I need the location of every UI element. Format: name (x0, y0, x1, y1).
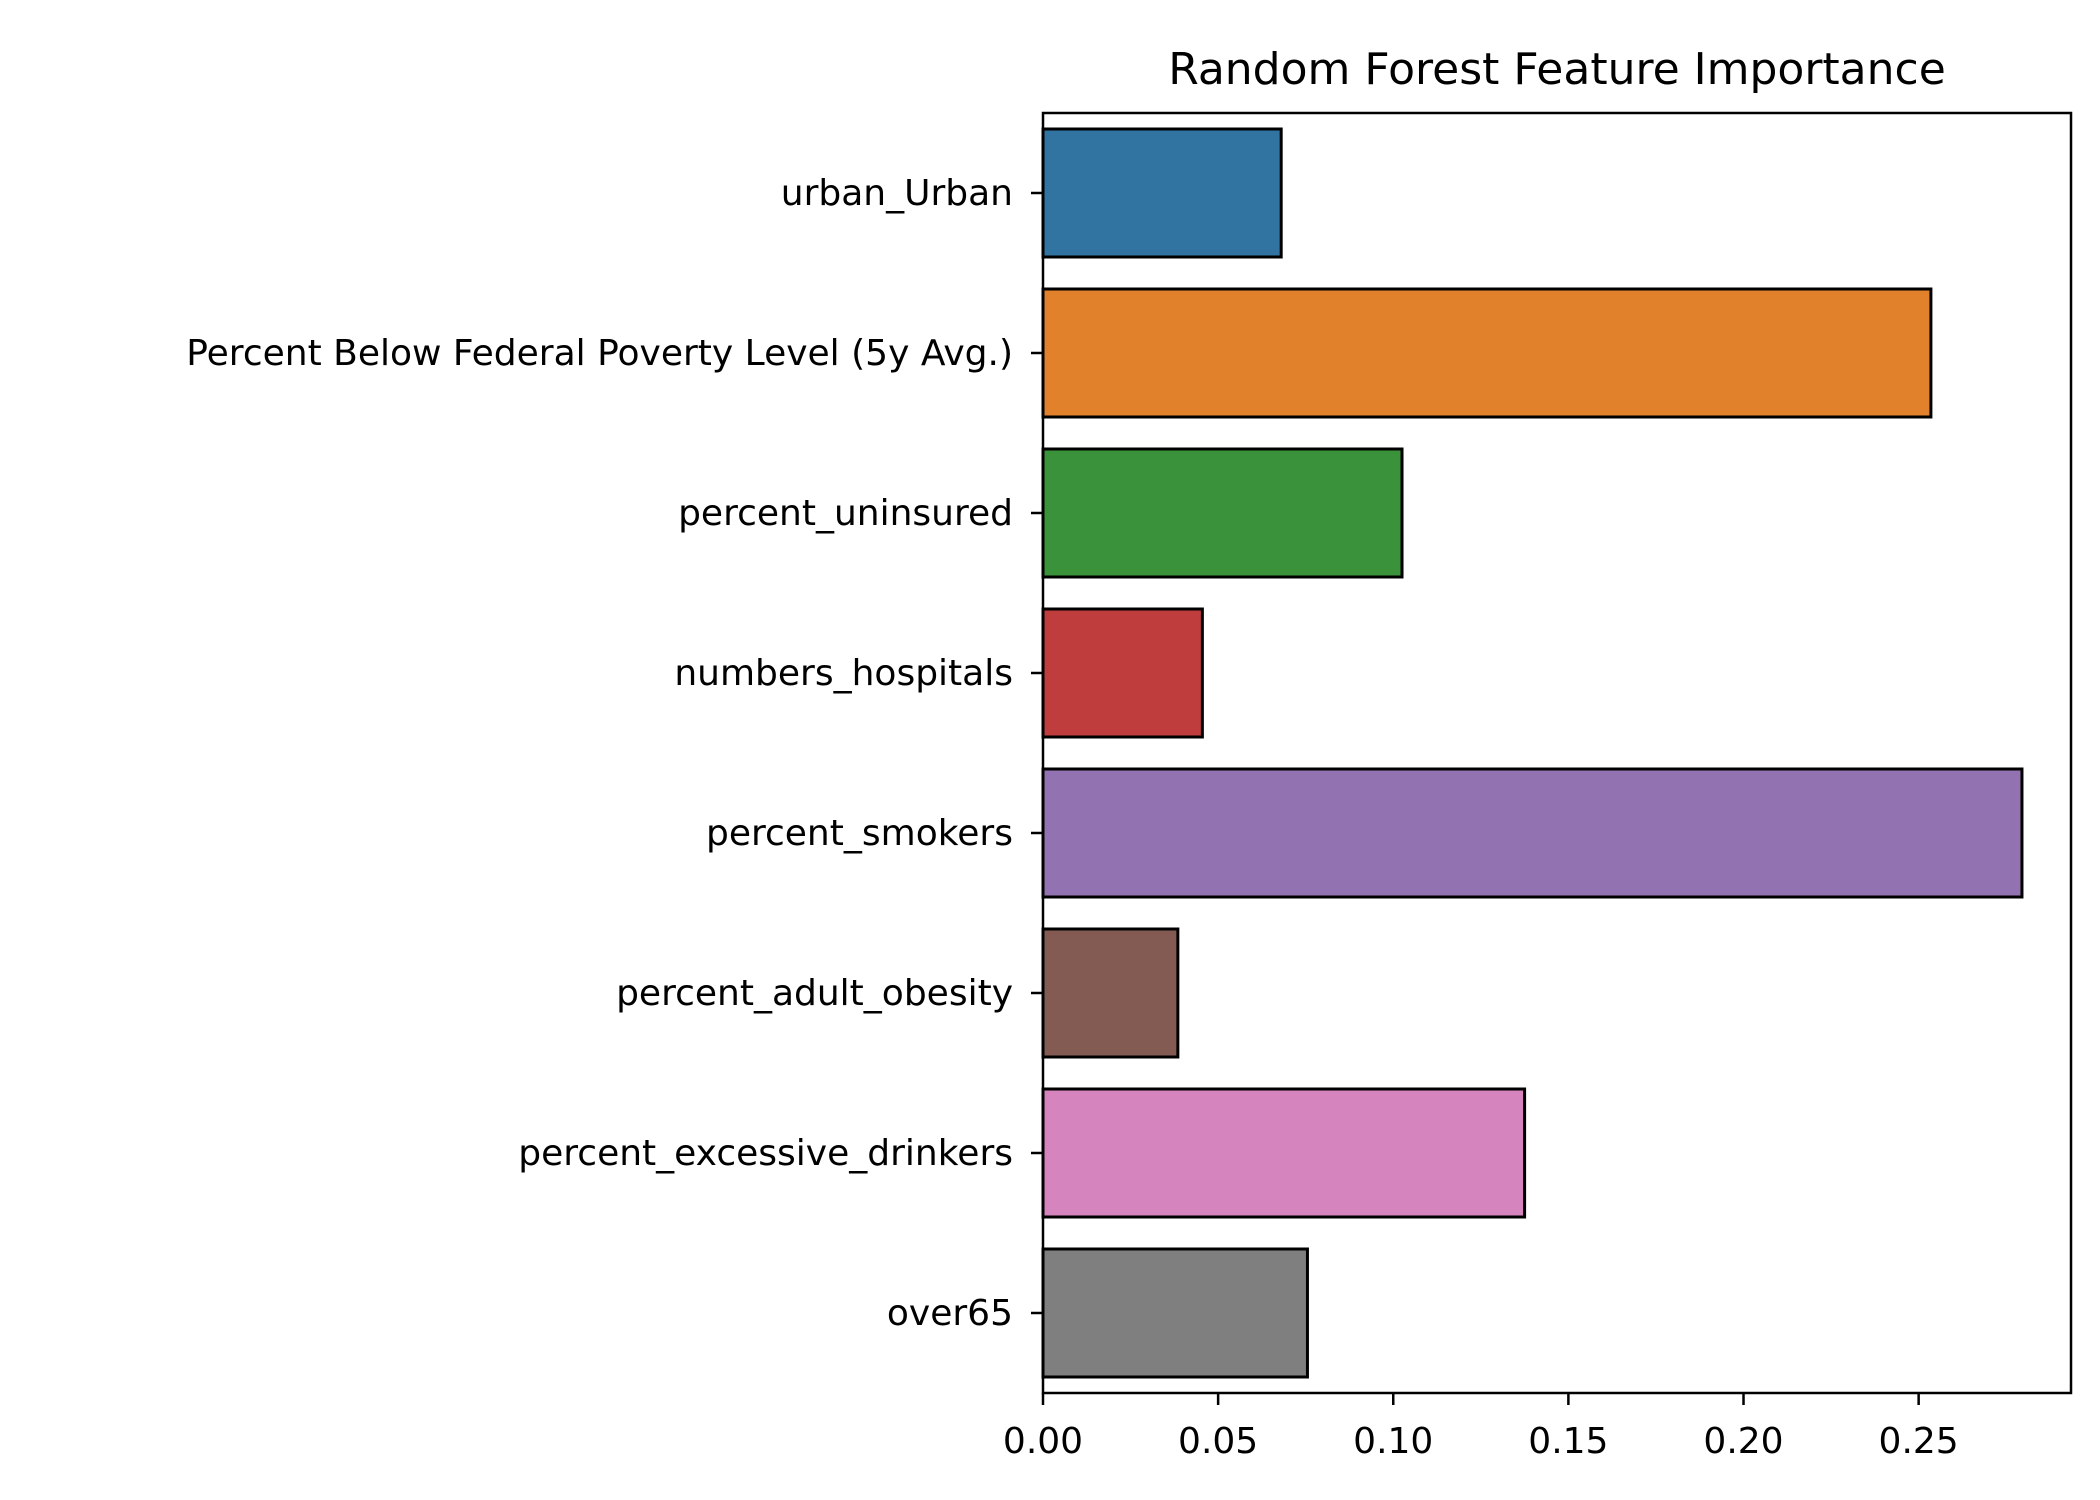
y-tick-label: over65 (887, 1293, 1013, 1334)
bar (1041, 927, 1180, 1059)
plot-area-frame (1041, 111, 2073, 1395)
bar (1041, 127, 1283, 259)
bar (1041, 767, 2024, 899)
x-tick-label: 0.20 (1703, 1421, 1783, 1462)
x-tick-label: 0.15 (1528, 1421, 1608, 1462)
y-tick-label: percent_uninsured (678, 493, 1013, 534)
y-tick-label: numbers_hospitals (674, 653, 1013, 694)
y-tick-label: urban_Urban (781, 173, 1013, 214)
bars-layer (1041, 127, 2024, 1379)
y-tick-label: Percent Below Federal Poverty Level (5y … (186, 333, 1013, 374)
x-tick-label: 0.25 (1879, 1421, 1959, 1462)
chart-title: Random Forest Feature Importance (1168, 44, 1946, 95)
x-tick-label: 0.10 (1353, 1421, 1433, 1462)
bar (1041, 287, 1933, 419)
bar (1041, 447, 1404, 579)
bar (1041, 1247, 1309, 1379)
x-tick-label: 0.05 (1178, 1421, 1258, 1462)
y-axis-ticks: urban_Urban Percent Below Federal Poverty… (186, 173, 1043, 1334)
bar (1041, 607, 1204, 739)
x-axis-ticks: 0.00 0.05 0.10 0.15 0.20 0.25 (1003, 1393, 1959, 1462)
y-tick-label: percent_smokers (706, 813, 1013, 854)
y-tick-label: percent_adult_obesity (616, 973, 1013, 1014)
x-tick-label: 0.00 (1003, 1421, 1083, 1462)
y-tick-label: percent_excessive_drinkers (518, 1133, 1013, 1174)
bar (1041, 1087, 1527, 1219)
